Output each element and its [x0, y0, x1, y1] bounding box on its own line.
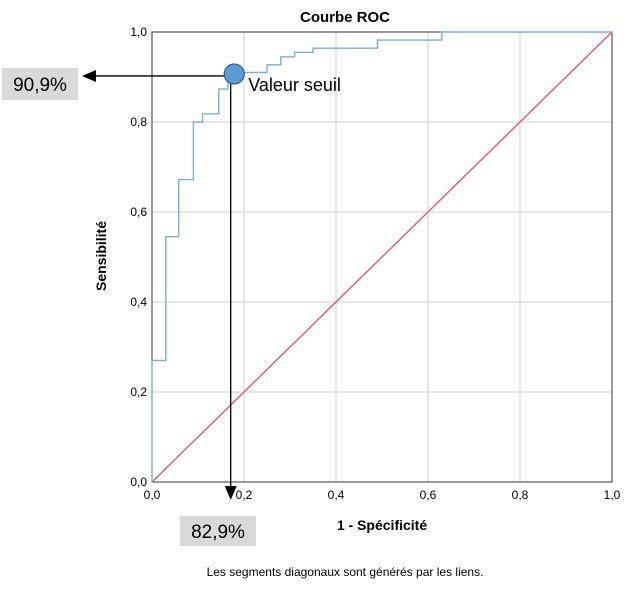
x-tick-label: 0,6: [420, 488, 437, 502]
footnote: Les segments diagonaux sont générés par …: [207, 565, 484, 579]
x-tick-label: 0,8: [512, 488, 529, 502]
y-tick-label: 0,0: [130, 475, 147, 489]
grid: [152, 32, 612, 482]
sensitivity-callout: 90,9%: [13, 75, 67, 96]
chart-title: Courbe ROC: [300, 9, 390, 26]
threshold-label: Valeur seuil: [248, 75, 341, 95]
y-tick-label: 0,6: [130, 205, 147, 219]
sensitivity-callout-bg: [2, 68, 78, 100]
x-axis-label: 1 - Spécificité: [337, 517, 427, 533]
y-tick-labels: 0,0 0,2 0,4 0,6 0,8 1,0: [130, 25, 147, 489]
specificity-callout: 82,9%: [191, 522, 245, 543]
x-tick-label: 0,4: [328, 488, 345, 502]
x-tick-labels: 0,0 0,2 0,4 0,6 0,8 1,0: [144, 488, 621, 502]
y-axis-label: Sensibilité: [93, 221, 109, 291]
specificity-arrow: [224, 80, 237, 500]
reference-diagonal-line: [151, 31, 613, 483]
x-tick-label: 0,0: [144, 488, 161, 502]
y-tick-label: 1,0: [130, 25, 147, 39]
y-tick-label: 0,8: [130, 115, 147, 129]
x-tick-label: 0,2: [236, 488, 253, 502]
plot-frame: [151, 31, 613, 483]
specificity-callout-bg: [180, 516, 256, 546]
y-tick-label: 0,4: [130, 295, 147, 309]
threshold-marker: [223, 63, 245, 85]
x-tick-label: 1,0: [604, 488, 621, 502]
sensitivity-arrow: [82, 69, 225, 82]
y-tick-label: 0,2: [130, 385, 147, 399]
